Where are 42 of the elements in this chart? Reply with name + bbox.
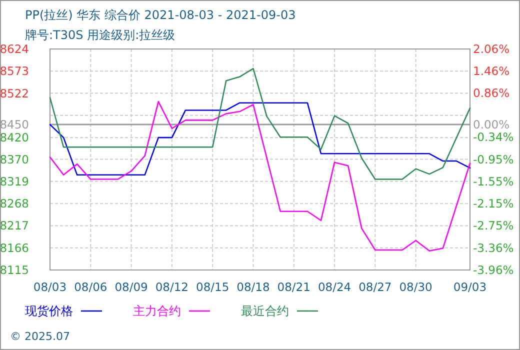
- y2-tick-label: -2.75%: [473, 218, 514, 233]
- line-series: [49, 102, 471, 176]
- y-tick-label: 8166: [0, 240, 29, 255]
- y-tick-label: 8370: [0, 152, 29, 166]
- y-tick-label: 8319: [0, 174, 29, 188]
- y-tick-label: 8450: [0, 118, 29, 132]
- y2-tick-label: -2.15%: [473, 196, 514, 211]
- y2-tick-label: -3.96%: [473, 263, 514, 277]
- y-tick-label: 8420: [0, 130, 29, 145]
- x-tick-label: 08/12: [155, 280, 189, 294]
- text: © 2025.07: [10, 330, 70, 343]
- y2-tick-label: -3.36%: [473, 240, 514, 255]
- legend-label: 现货价格: [25, 304, 73, 318]
- y-tick-label: 8573: [0, 64, 29, 78]
- x-tick-label: 08/30: [399, 280, 432, 294]
- y-tick-label: 8115: [0, 263, 29, 277]
- y2-tick-label: -1.55%: [473, 174, 514, 189]
- y2-tick-label: 0.00%: [473, 118, 510, 132]
- y2-tick-label: -0.95%: [473, 152, 514, 166]
- x-tick-label: 08/03: [33, 280, 67, 294]
- x-tick-label: 08/09: [114, 280, 148, 294]
- x-tick-label: 08/24: [318, 280, 352, 294]
- x-tick-label: 08/15: [196, 280, 230, 294]
- legend-label: 最近合约: [241, 304, 289, 318]
- y-tick-label: 8522: [0, 86, 29, 100]
- y-tick-label: 8624: [0, 42, 29, 56]
- chart-title: PP(拉丝) 华东 综合价 2021-08-03 - 2021-09-03: [25, 8, 296, 22]
- line-series: [49, 68, 471, 180]
- x-tick-label: 08/06: [74, 280, 108, 294]
- y-tick-label: 8217: [0, 218, 29, 233]
- y2-tick-label: 1.46%: [473, 64, 510, 78]
- legend-label: 主力合约: [133, 304, 181, 318]
- y2-tick-label: 2.06%: [473, 42, 510, 56]
- chart-subtitle: 牌号:T30S 用途级别:拉丝级: [25, 28, 176, 42]
- y2-tick-label: 0.86%: [473, 86, 510, 100]
- x-tick-label: 08/27: [358, 280, 392, 294]
- y2-tick-label: -0.34%: [473, 130, 514, 144]
- line-series: [49, 100, 471, 252]
- x-tick-label: 08/21: [277, 280, 310, 294]
- y-tick-label: 8268: [0, 196, 29, 211]
- x-tick-label: 08/18: [236, 280, 270, 294]
- x-tick-label: 09/03: [453, 280, 487, 294]
